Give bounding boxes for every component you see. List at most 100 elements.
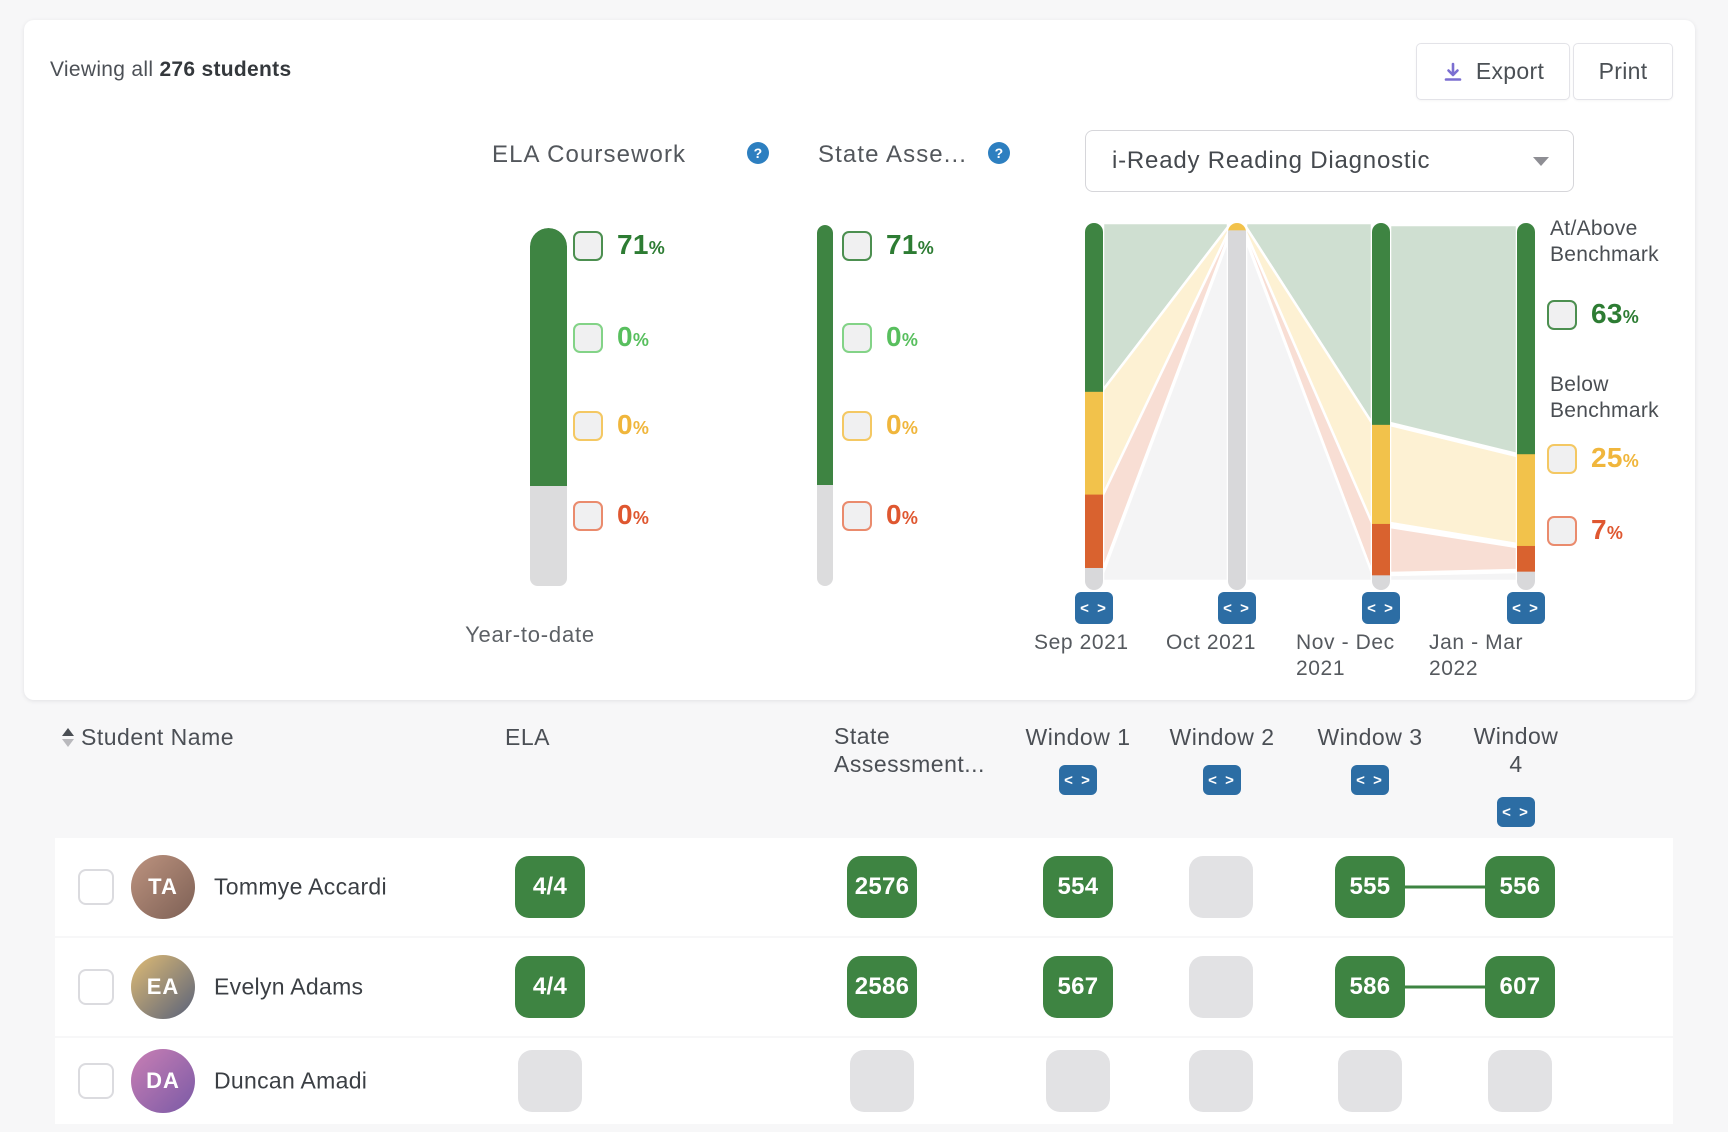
- legend-checkbox-light-green[interactable]: [573, 323, 603, 353]
- diagnostic-dropdown[interactable]: i-Ready Reading Diagnostic: [1085, 130, 1574, 192]
- download-icon: [1444, 62, 1462, 81]
- benchmark-legend-row-red: 7%: [1547, 516, 1623, 547]
- state-help-icon[interactable]: [988, 142, 1010, 164]
- window-bar-1-segment: [1085, 223, 1103, 393]
- table-row: TA Tommye Accardi 4/4 2576 554 555 556: [55, 838, 1673, 936]
- avatar: EA: [131, 955, 195, 1019]
- window-bar-3-segment: [1372, 523, 1390, 576]
- student-name[interactable]: Tommye Accardi: [214, 873, 387, 900]
- print-label: Print: [1598, 58, 1648, 84]
- no-data-badge: [1046, 1050, 1110, 1112]
- score-badge[interactable]: 556: [1485, 856, 1555, 918]
- score-badge[interactable]: 554: [1043, 856, 1113, 918]
- legend-checkbox-light-green[interactable]: [842, 323, 872, 353]
- ela-ytd-label: Year-to-date: [465, 622, 595, 647]
- no-data-badge: [1488, 1050, 1552, 1112]
- score-badge[interactable]: 2576: [847, 856, 917, 918]
- legend-checkbox-dark-green[interactable]: [573, 231, 603, 261]
- score-badge[interactable]: 2586: [847, 956, 917, 1018]
- ela-legend-row-red: 0%: [573, 501, 649, 532]
- window-bar-1-segment: [1085, 494, 1103, 569]
- row-checkbox[interactable]: [78, 869, 114, 905]
- no-data-badge: [1189, 956, 1253, 1018]
- below-benchmark-label: Below Benchmark: [1550, 373, 1659, 422]
- state-legend-row-red: 0%: [842, 501, 918, 532]
- legend-checkbox-dark-green[interactable]: [1547, 300, 1577, 330]
- window-1-date-label: Sep 2021: [1034, 631, 1129, 654]
- student-name[interactable]: Evelyn Adams: [214, 973, 364, 1000]
- window-3-toggle-button[interactable]: [1362, 592, 1400, 624]
- chevron-down-icon: [1533, 157, 1549, 166]
- summary-card: Viewing all 276 students Export Print EL…: [24, 20, 1695, 700]
- window-4-column-header: Window 4: [1473, 723, 1559, 777]
- student-name[interactable]: Duncan Amadi: [214, 1067, 368, 1094]
- score-badge[interactable]: 567: [1043, 956, 1113, 1018]
- window-3-column-toggle-button[interactable]: [1351, 765, 1389, 795]
- window-1-column-toggle-button[interactable]: [1059, 765, 1097, 795]
- print-button[interactable]: Print: [1573, 43, 1673, 100]
- state-legend-row-dark-green: 71%: [842, 231, 934, 262]
- window-2-toggle-button[interactable]: [1218, 592, 1256, 624]
- state-ytd-bar: [817, 225, 833, 586]
- no-data-badge: [518, 1050, 582, 1112]
- row-checkbox[interactable]: [78, 1063, 114, 1099]
- window-bar-3-segment: [1372, 575, 1390, 590]
- at-above-benchmark-label: At/Above Benchmark: [1550, 217, 1659, 266]
- no-data-badge: [850, 1050, 914, 1112]
- state-assessment-title: State Asse...: [818, 141, 968, 168]
- sankey-flows: [1101, 223, 1519, 583]
- row-checkbox[interactable]: [78, 969, 114, 1005]
- state-column-header: State Assessment...: [834, 723, 985, 777]
- state-ytd-bar-fill: [817, 225, 833, 485]
- ela-legend-row-yellow: 0%: [573, 411, 649, 442]
- window-bar-4-segment: [1517, 454, 1535, 547]
- window-bar-1-segment: [1085, 391, 1103, 496]
- window-bar-1-segment: [1085, 567, 1103, 590]
- window-2-column-header: Window 2: [1169, 724, 1275, 750]
- legend-checkbox-red[interactable]: [842, 501, 872, 531]
- benchmark-legend-row-green: 63%: [1547, 300, 1639, 331]
- window-3-column-header: Window 3: [1317, 724, 1423, 750]
- export-label: Export: [1475, 58, 1545, 84]
- ela-column-header: ELA: [505, 724, 550, 750]
- no-data-badge: [1189, 856, 1253, 918]
- sort-icon: [62, 728, 74, 747]
- window-bar-2-segment: [1228, 223, 1246, 231]
- state-legend-row-light-green: 0%: [842, 323, 918, 354]
- table-row: DA Duncan Amadi: [55, 1038, 1673, 1124]
- score-badge[interactable]: 4/4: [515, 956, 585, 1018]
- window-4-date-label: Jan - Mar 2022: [1429, 631, 1524, 680]
- window-1-toggle-button[interactable]: [1075, 592, 1113, 624]
- student-name-sort-header[interactable]: Student Name: [62, 724, 234, 751]
- legend-checkbox-red[interactable]: [573, 501, 603, 531]
- window-bar-3: [1372, 223, 1390, 590]
- legend-checkbox-yellow[interactable]: [573, 411, 603, 441]
- flow-nov-jan-nodata: [1388, 570, 1519, 583]
- window-bar-3-segment: [1372, 424, 1390, 525]
- table-row: EA Evelyn Adams 4/4 2586 567 586 607: [55, 938, 1673, 1036]
- student-rows: TA Tommye Accardi 4/4 2576 554 555 556 EA Evelyn…: [55, 838, 1673, 1126]
- ela-help-icon[interactable]: [747, 142, 769, 164]
- ela-coursework-title: ELA Coursework: [492, 141, 687, 168]
- score-badge[interactable]: 586: [1335, 956, 1405, 1018]
- legend-checkbox-yellow[interactable]: [842, 411, 872, 441]
- export-button[interactable]: Export: [1416, 43, 1570, 100]
- score-badge[interactable]: 555: [1335, 856, 1405, 918]
- window-4-toggle-button[interactable]: [1507, 592, 1545, 624]
- window-bar-2: [1228, 223, 1246, 590]
- diagnostic-sankey: [1085, 223, 1535, 590]
- avatar: DA: [131, 1049, 195, 1113]
- no-data-badge: [1338, 1050, 1402, 1112]
- window-bar-4: [1517, 223, 1535, 590]
- legend-checkbox-dark-green[interactable]: [842, 231, 872, 261]
- window3-window4-trend-connector: [1405, 985, 1485, 989]
- score-badge[interactable]: 607: [1485, 956, 1555, 1018]
- legend-checkbox-yellow[interactable]: [1547, 444, 1577, 474]
- avatar: TA: [131, 855, 195, 919]
- score-badge[interactable]: 4/4: [515, 856, 585, 918]
- ela-legend-row-light-green: 0%: [573, 323, 649, 354]
- window-4-column-toggle-button[interactable]: [1497, 797, 1535, 827]
- ela-ytd-bar-fill: [530, 228, 567, 486]
- legend-checkbox-red[interactable]: [1547, 516, 1577, 546]
- window-2-column-toggle-button[interactable]: [1203, 765, 1241, 795]
